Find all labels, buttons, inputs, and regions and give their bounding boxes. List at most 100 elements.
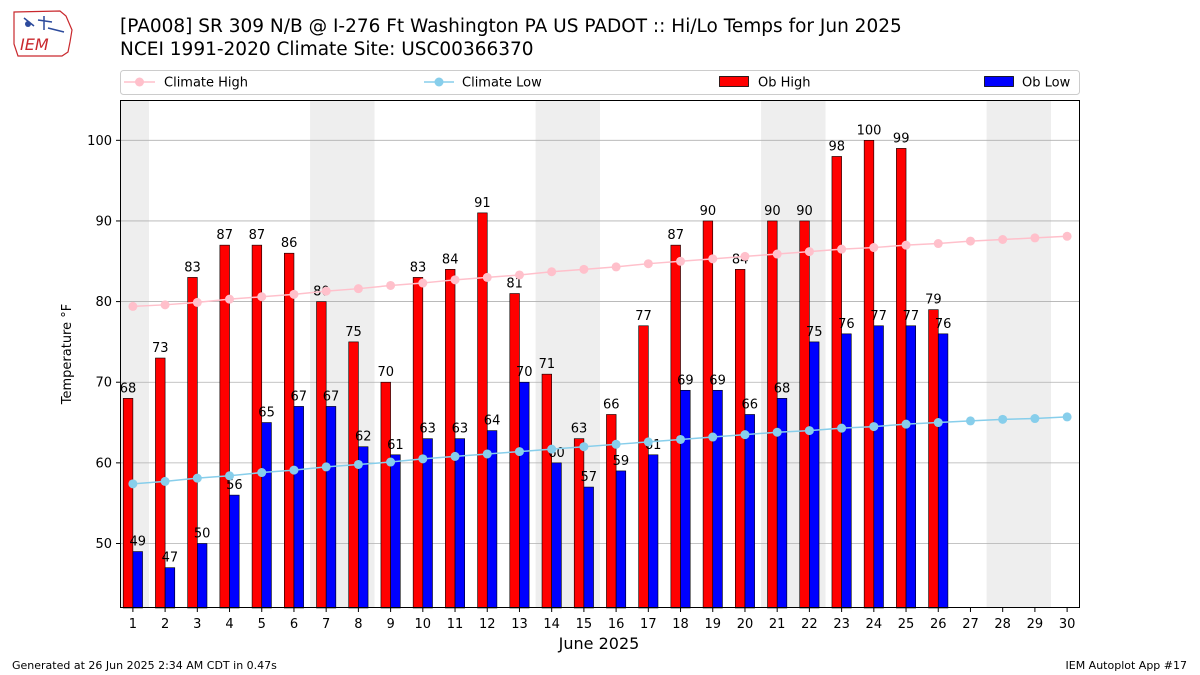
x-tick-label: 17 (640, 617, 657, 632)
climate-low-point (160, 476, 170, 486)
ob-high-value-label: 90 (764, 204, 781, 219)
ob-high-bar (348, 341, 359, 609)
ob-low-value-label: 65 (258, 406, 275, 421)
y-tick-label: 100 (87, 134, 112, 149)
ob-low-bar (454, 438, 465, 609)
ob-high-bar (767, 220, 778, 609)
climate-high-point (933, 239, 943, 249)
ob-low-bar (809, 341, 820, 609)
climate-lines (128, 231, 1072, 489)
climate-high-point (514, 270, 524, 280)
x-tick-label: 1 (129, 617, 137, 632)
ob-high-bar (702, 220, 714, 609)
ob-low-bar (937, 333, 949, 609)
ob-high-value-label: 77 (635, 309, 652, 324)
climate-low-point (418, 454, 428, 464)
ob-low-value-label: 69 (709, 373, 726, 388)
app-credit: IEM Autoplot App #17 (1065, 659, 1188, 672)
ob-low-bar (841, 333, 852, 609)
ob-high-bar (283, 252, 295, 609)
generated-note: Generated at 26 Jun 2025 2:34 AM CDT in … (12, 659, 277, 672)
ob-low-bar (744, 414, 755, 609)
climate-low-point (837, 423, 847, 433)
ob-low-bar (390, 454, 401, 609)
legend-ob-low-label: Ob Low (1022, 76, 1071, 91)
ob-low-bar (551, 462, 562, 609)
ob-low-bar (905, 325, 917, 609)
ob-high-value-label: 86 (281, 236, 298, 251)
climate-low-point (257, 468, 267, 478)
ob-high-value-label: 98 (829, 139, 846, 154)
ob-low-value-label: 63 (419, 422, 436, 437)
ob-high-value-label: 70 (377, 365, 394, 380)
climate-high-point (965, 236, 975, 246)
climate-high-point (450, 275, 460, 285)
ob-high-value-label: 90 (796, 204, 813, 219)
climate-low-point (933, 418, 943, 428)
x-tick-label: 24 (866, 617, 883, 632)
climate-low-point (804, 426, 814, 436)
x-tick-label: 6 (290, 617, 298, 632)
climate-high-point (418, 278, 428, 288)
ob-low-value-label: 57 (580, 470, 597, 485)
ob-high-value-label: 81 (506, 277, 523, 292)
climate-high-point (257, 292, 267, 302)
ob-low-bar (873, 325, 884, 609)
climate-high-point (611, 262, 621, 272)
climate-low-point (772, 427, 782, 437)
climate-low-point (482, 449, 492, 459)
ob-high-value-label: 91 (474, 196, 491, 211)
ob-high-value-label: 83 (410, 260, 427, 275)
climate-low-point (708, 432, 718, 442)
ob-high-value-label: 68 (120, 381, 137, 396)
x-axis-label: June 2025 (558, 634, 640, 653)
climate-low-point (1062, 412, 1072, 422)
weekend-shade (986, 100, 1052, 608)
ob-high-bar (380, 381, 391, 609)
x-tick-label: 14 (543, 617, 560, 632)
climate-high-point (160, 300, 170, 310)
x-tick-label: 11 (447, 617, 464, 632)
ob-low-value-label: 67 (323, 389, 340, 404)
ob-low-value-label: 50 (194, 526, 211, 541)
ob-low-bar (615, 470, 627, 609)
x-tick-label: 9 (386, 617, 394, 632)
x-tick-label: 4 (225, 617, 233, 632)
ob-low-bar (164, 567, 176, 609)
x-tick-label: 5 (258, 617, 266, 632)
climate-low-point (450, 451, 460, 461)
climate-high-point (676, 256, 686, 266)
climate-high-point (740, 251, 750, 261)
ob-high-bar (928, 309, 939, 609)
x-tick-label: 25 (898, 617, 915, 632)
ob-low-bar (583, 486, 594, 609)
climate-low-point (998, 414, 1008, 424)
climate-high-point (547, 267, 557, 277)
ob-high-value-label: 66 (603, 397, 620, 412)
x-tick-label: 20 (737, 617, 754, 632)
climate-high-point (482, 272, 492, 282)
x-tick-label: 30 (1059, 617, 1076, 632)
climate-low-point (676, 434, 686, 444)
climate-low-point (1030, 414, 1040, 424)
plot-frame (120, 100, 1080, 608)
ob-high-value-label: 99 (893, 131, 910, 146)
ob-low-value-label: 62 (355, 430, 372, 445)
grid-lines (120, 139, 1080, 544)
ob-low-value-label: 67 (291, 389, 308, 404)
bar-series (122, 140, 949, 609)
climate-high-point (804, 247, 814, 257)
ob-high-value-label: 87 (249, 228, 266, 243)
climate-low-point (128, 479, 138, 489)
ob-low-value-label: 69 (677, 373, 694, 388)
ob-high-bar (477, 212, 488, 609)
x-tick-label: 22 (801, 617, 818, 632)
climate-high-point (1062, 231, 1072, 241)
x-tick-label: 2 (161, 617, 169, 632)
x-tick-label: 28 (994, 617, 1011, 632)
x-tick-label: 16 (608, 617, 625, 632)
climate-high-point (128, 301, 138, 311)
x-tick-label: 21 (769, 617, 786, 632)
climate-high-point (901, 240, 911, 250)
